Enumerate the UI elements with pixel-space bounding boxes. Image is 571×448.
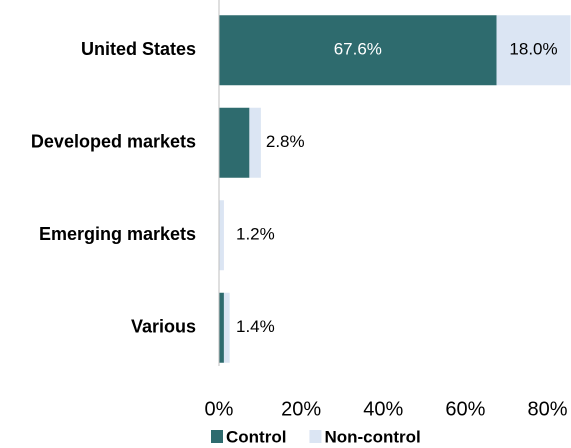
x-tick-label: 0% bbox=[205, 398, 234, 420]
legend-swatch bbox=[309, 430, 322, 443]
x-tick-label: 40% bbox=[363, 398, 403, 420]
bar-segment bbox=[219, 107, 250, 178]
bar-segment bbox=[496, 15, 571, 86]
category-label: Various bbox=[131, 317, 196, 337]
value-label: 67.6% bbox=[334, 40, 382, 59]
category-label: United States bbox=[81, 39, 196, 59]
legend-swatch bbox=[211, 430, 223, 443]
bar-segment bbox=[219, 292, 224, 363]
legend-label: Non-control bbox=[324, 427, 420, 446]
x-tick-label: 60% bbox=[445, 398, 485, 420]
bar-segment bbox=[223, 292, 230, 363]
bar-segment bbox=[219, 200, 224, 271]
category-label: Emerging markets bbox=[39, 224, 196, 244]
value-label: 2.8% bbox=[266, 132, 305, 151]
x-tick-label: 80% bbox=[527, 398, 567, 420]
x-tick-label: 20% bbox=[281, 398, 321, 420]
value-label: 1.4% bbox=[236, 317, 275, 336]
category-label: Developed markets bbox=[31, 132, 196, 152]
bar-segment bbox=[219, 15, 497, 86]
value-label: 1.2% bbox=[236, 225, 275, 244]
legend-label: Control bbox=[226, 427, 286, 446]
bar-segment bbox=[249, 107, 261, 178]
value-label: 18.0% bbox=[509, 40, 557, 59]
